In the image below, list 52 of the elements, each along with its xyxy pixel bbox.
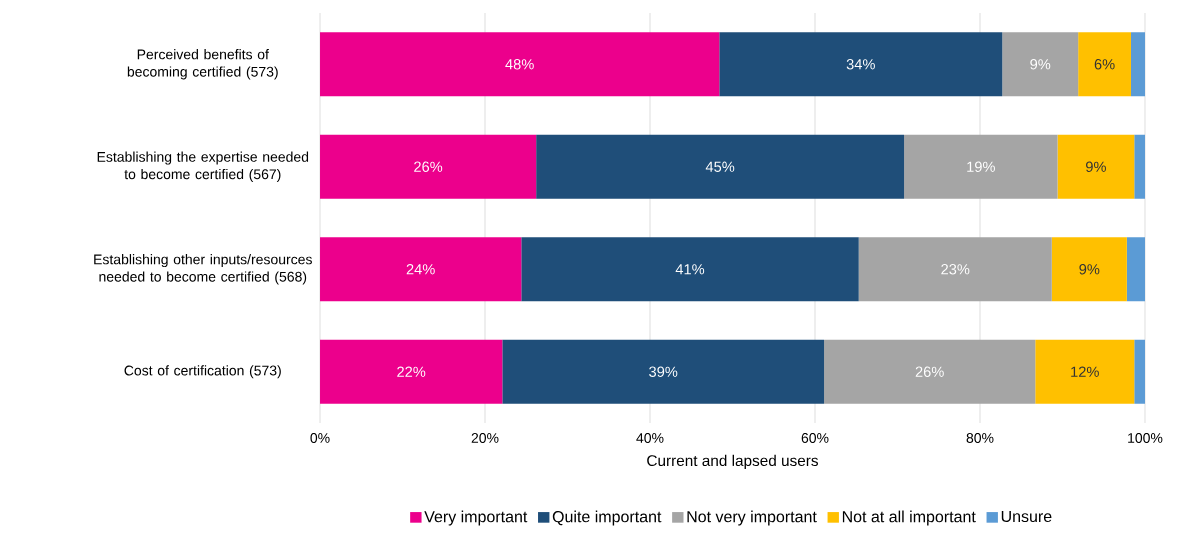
legend-label: Unsure bbox=[1001, 510, 1052, 523]
data-label: 22% bbox=[397, 366, 426, 377]
bar bbox=[824, 339, 1036, 404]
legend-label: Not at all important bbox=[842, 510, 976, 526]
data-label: 9% bbox=[1086, 161, 1106, 172]
legend-label: Not very important bbox=[687, 510, 817, 526]
data-label: 24% bbox=[406, 264, 435, 275]
bar bbox=[1051, 237, 1127, 302]
bar bbox=[1134, 134, 1145, 199]
bar bbox=[1134, 339, 1145, 404]
x-tick-label: 100% bbox=[1128, 433, 1163, 443]
y-tick-label: Perceived benefits of becoming certified (573) bbox=[127, 49, 278, 80]
data-label: 12% bbox=[1071, 366, 1099, 377]
data-label: 34% bbox=[846, 59, 875, 70]
legend-label: Quite important bbox=[552, 510, 662, 526]
x-tick-label: 20% bbox=[471, 433, 499, 443]
data-label: 45% bbox=[705, 161, 735, 172]
bar bbox=[502, 339, 825, 404]
x-tick-label: 60% bbox=[801, 433, 829, 443]
y-tick-label: Establishing the expertise needed to become certified (567) bbox=[97, 151, 309, 182]
bar bbox=[320, 32, 720, 97]
data-label: 41% bbox=[675, 264, 705, 275]
bar bbox=[536, 134, 905, 199]
bar bbox=[1002, 32, 1079, 97]
bar bbox=[1126, 237, 1145, 302]
bar bbox=[320, 339, 503, 404]
bar bbox=[320, 237, 522, 302]
bar bbox=[1130, 32, 1145, 97]
data-label: 26% bbox=[915, 366, 944, 377]
legend-label: Very important bbox=[424, 510, 528, 526]
y-tick-label: Cost of certification (573) bbox=[124, 365, 281, 379]
data-label: 19% bbox=[967, 161, 995, 172]
data-label: 39% bbox=[649, 366, 678, 377]
bar bbox=[1035, 339, 1135, 404]
data-label: 6% bbox=[1094, 59, 1115, 70]
y-tick-label: Establishing other inputs/resources needed to become certified (568) bbox=[94, 254, 312, 285]
data-label: 9% bbox=[1030, 59, 1051, 70]
x-tick-label: 80% bbox=[966, 433, 994, 443]
bar bbox=[858, 237, 1052, 302]
x-axis-title: Current and lapsed users bbox=[647, 454, 818, 470]
data-label: 48% bbox=[505, 59, 534, 70]
bar bbox=[320, 134, 537, 199]
bar bbox=[904, 134, 1058, 199]
x-tick-label: 0% bbox=[310, 433, 330, 443]
bar bbox=[1057, 134, 1135, 199]
bar bbox=[521, 237, 859, 302]
data-label: 9% bbox=[1079, 264, 1100, 275]
data-label: 26% bbox=[414, 161, 443, 172]
bar bbox=[719, 32, 1003, 97]
bar bbox=[1078, 32, 1131, 97]
x-tick-label: 40% bbox=[636, 433, 664, 443]
data-label: 23% bbox=[941, 264, 970, 275]
